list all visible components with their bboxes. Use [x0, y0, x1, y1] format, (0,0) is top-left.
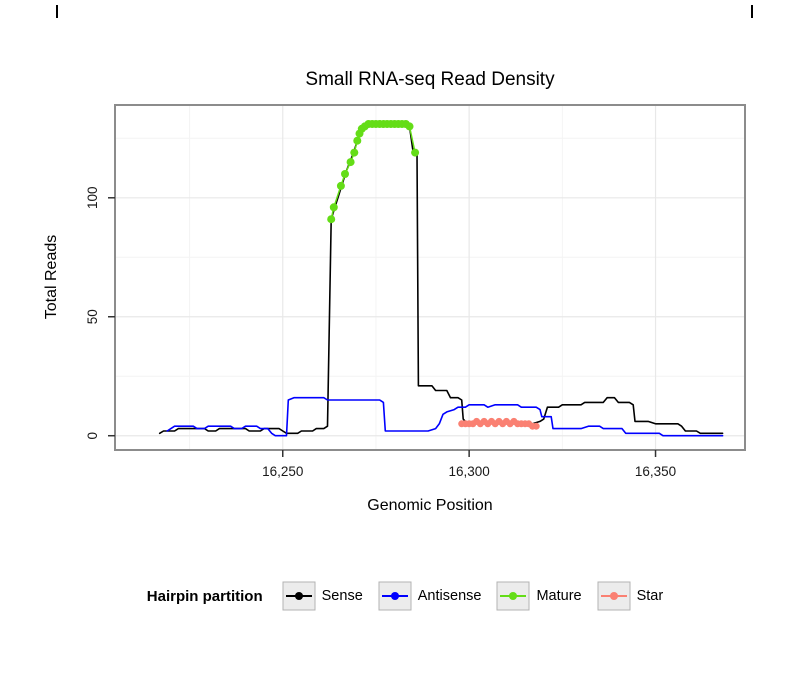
legend-key-sense: [282, 581, 316, 611]
plot-canvas: 16,250 16,300 16,350 0 50 100: [85, 104, 746, 479]
point-mature: [341, 170, 349, 178]
x-tick-label: 16,350: [635, 464, 676, 479]
legend-key-point: [390, 592, 399, 600]
point-mature: [346, 158, 355, 167]
series-line-antisense: [166, 396, 724, 437]
legend-key-point: [509, 592, 518, 600]
legend-label-antisense: Antisense: [417, 588, 482, 604]
y-tick-label: 100: [85, 187, 100, 210]
point-mature: [327, 215, 336, 224]
legend-key-antisense: [378, 581, 412, 611]
legend-key-point: [294, 592, 303, 600]
legend: Hairpin partition Sense Antisense Mature St…: [0, 581, 810, 611]
chart-title: Small RNA-seq Read Density: [305, 69, 555, 90]
legend-item-sense: Sense: [282, 581, 363, 611]
x-tick-label: 16,250: [262, 464, 303, 479]
legend-title: Hairpin partition: [146, 587, 263, 605]
series-line-sense: [158, 123, 724, 435]
x-tick-label: 16,300: [448, 464, 489, 479]
point-mature: [336, 181, 345, 190]
plot-panel: [115, 105, 745, 450]
crop-mark-right: [751, 5, 753, 18]
legend-item-mature: Mature: [496, 581, 582, 611]
legend-label-star: Star: [636, 588, 664, 604]
legend-key-star: [597, 581, 631, 611]
y-axis-title: Total Reads: [43, 234, 60, 320]
legend-label-mature: Mature: [536, 588, 582, 604]
legend-key-mature: [496, 581, 530, 611]
y-tick-label: 50: [85, 309, 100, 324]
point-mature: [329, 203, 338, 212]
legend-item-star: Star: [597, 581, 664, 611]
point-mature: [411, 148, 420, 157]
legend-key-point: [609, 592, 618, 600]
plot-panel-border: [114, 104, 746, 451]
point-star: [532, 422, 540, 430]
y-tick-label: 0: [85, 432, 100, 440]
legend-label-sense: Sense: [321, 588, 363, 604]
crop-mark-left: [56, 5, 58, 18]
x-axis-title: Genomic Position: [367, 497, 493, 514]
legend-item-antisense: Antisense: [378, 581, 482, 611]
point-mature: [405, 122, 414, 131]
point-mature: [350, 148, 359, 157]
point-mature: [353, 136, 362, 145]
